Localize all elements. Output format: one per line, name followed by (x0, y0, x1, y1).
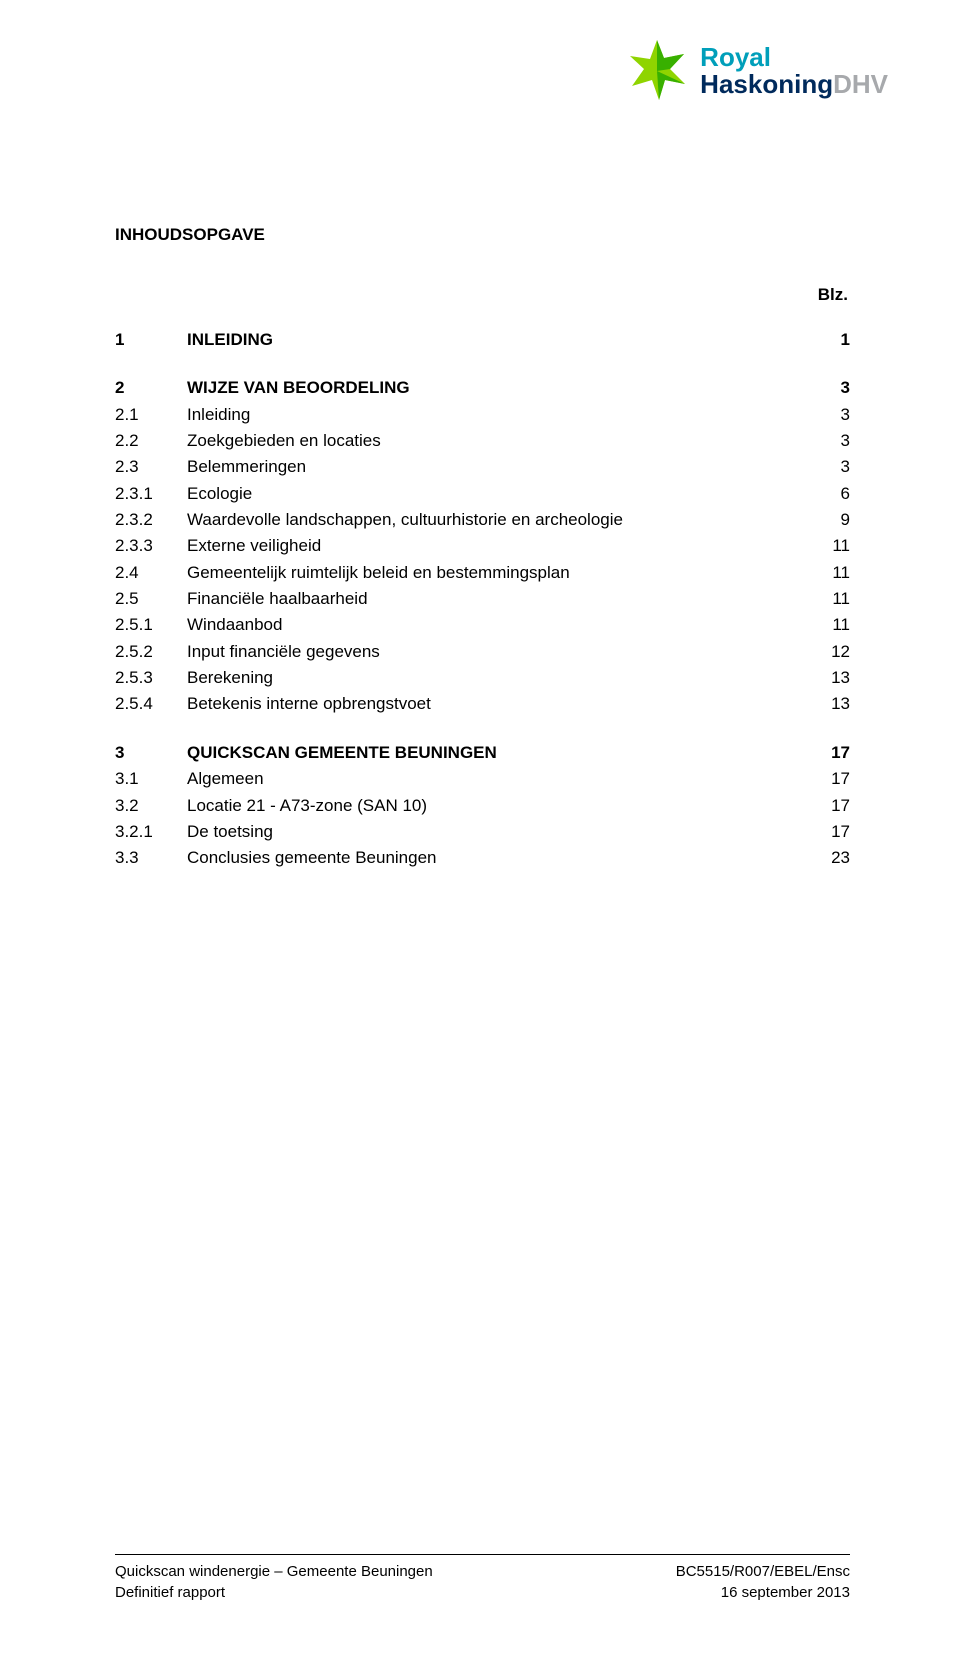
toc-section-page: 3 (810, 375, 850, 401)
toc-section-num: 2 (115, 375, 187, 401)
footer-right: BC5515/R007/EBEL/Ensc 16 september 2013 (676, 1561, 850, 1603)
toc-item-num: 3.2 (115, 793, 187, 819)
toc-item-label: Belemmeringen (187, 454, 810, 480)
toc-item-row: 3.2Locatie 21 - A73-zone (SAN 10)17 (115, 793, 850, 819)
toc-item-row: 2.3.3Externe veiligheid11 (115, 533, 850, 559)
toc-section-page: 17 (810, 740, 850, 766)
toc-item-label: Betekenis interne opbrengstvoet (187, 691, 810, 717)
toc-section-row: 1INLEIDING1 (115, 327, 850, 353)
toc-item-num: 3.3 (115, 845, 187, 871)
footer-left-line2: Definitief rapport (115, 1582, 433, 1603)
toc-item-num: 3.2.1 (115, 819, 187, 845)
toc-section-label: WIJZE VAN BEOORDELING (187, 375, 810, 401)
logo-star-icon (622, 36, 692, 106)
toc-item-num: 2.3 (115, 454, 187, 480)
toc-item-page: 11 (810, 586, 850, 612)
logo-line1: Royal (700, 42, 771, 72)
toc-item-num: 2.2 (115, 428, 187, 454)
toc-item-label: Algemeen (187, 766, 810, 792)
toc-item-label: Financiële haalbaarheid (187, 586, 810, 612)
toc-item-row: 3.1Algemeen17 (115, 766, 850, 792)
logo-text: Royal HaskoningDHV (700, 44, 888, 99)
toc-item-label: Berekening (187, 665, 810, 691)
logo-line2-haskoning: Haskoning (700, 69, 833, 99)
toc-item-num: 2.5.4 (115, 691, 187, 717)
toc-item-label: Externe veiligheid (187, 533, 810, 559)
toc-item-page: 13 (810, 665, 850, 691)
toc-item-row: 2.1Inleiding3 (115, 402, 850, 428)
toc-section-label: QUICKSCAN GEMEENTE BEUNINGEN (187, 740, 810, 766)
document-page: Royal HaskoningDHV INHOUDSOPGAVE Blz. 1I… (0, 0, 960, 1671)
toc-item-page: 12 (810, 639, 850, 665)
toc-item-label: Conclusies gemeente Beuningen (187, 845, 810, 871)
page-column-header: Blz. (115, 285, 850, 305)
toc-item-num: 2.5.1 (115, 612, 187, 638)
toc-section-page: 1 (810, 327, 850, 353)
toc-item-page: 17 (810, 793, 850, 819)
toc-item-page: 11 (810, 533, 850, 559)
toc-item-num: 2.4 (115, 560, 187, 586)
toc-item-page: 11 (810, 560, 850, 586)
toc-item-num: 2.5 (115, 586, 187, 612)
toc-item-label: Input financiële gegevens (187, 639, 810, 665)
toc-item-row: 2.3.1Ecologie6 (115, 481, 850, 507)
toc-item-label: Ecologie (187, 481, 810, 507)
toc-item-row: 2.5Financiële haalbaarheid11 (115, 586, 850, 612)
toc-item-page: 3 (810, 454, 850, 480)
content-area: INHOUDSOPGAVE Blz. 1INLEIDING12WIJZE VAN… (115, 225, 850, 872)
footer-left: Quickscan windenergie – Gemeente Beuning… (115, 1561, 433, 1603)
toc-item-num: 2.5.2 (115, 639, 187, 665)
toc-item-row: 2.4Gemeentelijk ruimtelijk beleid en bes… (115, 560, 850, 586)
toc-section-label: INLEIDING (187, 327, 810, 353)
page-title: INHOUDSOPGAVE (115, 225, 850, 245)
footer-left-line1: Quickscan windenergie – Gemeente Beuning… (115, 1561, 433, 1582)
toc-item-num: 2.3.3 (115, 533, 187, 559)
toc-item-row: 2.5.4Betekenis interne opbrengstvoet13 (115, 691, 850, 717)
toc-section-num: 3 (115, 740, 187, 766)
footer-right-line2: 16 september 2013 (676, 1582, 850, 1603)
toc-item-page: 6 (810, 481, 850, 507)
toc-item-row: 2.3.2Waardevolle landschappen, cultuurhi… (115, 507, 850, 533)
toc-item-page: 3 (810, 402, 850, 428)
toc-item-row: 2.5.1Windaanbod11 (115, 612, 850, 638)
toc-item-row: 2.3Belemmeringen3 (115, 454, 850, 480)
toc-item-row: 2.5.3Berekening13 (115, 665, 850, 691)
toc-item-page: 17 (810, 766, 850, 792)
logo: Royal HaskoningDHV (622, 36, 888, 106)
toc-item-label: Inleiding (187, 402, 810, 428)
footer: Quickscan windenergie – Gemeente Beuning… (115, 1554, 850, 1603)
toc-item-num: 3.1 (115, 766, 187, 792)
toc-section-row: 2WIJZE VAN BEOORDELING3 (115, 375, 850, 401)
toc-item-label: Windaanbod (187, 612, 810, 638)
toc-item-row: 3.2.1De toetsing17 (115, 819, 850, 845)
footer-right-line1: BC5515/R007/EBEL/Ensc (676, 1561, 850, 1582)
toc-item-label: Gemeentelijk ruimtelijk beleid en bestem… (187, 560, 810, 586)
toc-item-label: Zoekgebieden en locaties (187, 428, 810, 454)
toc-item-page: 23 (810, 845, 850, 871)
toc-item-page: 13 (810, 691, 850, 717)
toc-item-num: 2.3.1 (115, 481, 187, 507)
toc-item-page: 9 (810, 507, 850, 533)
logo-line2-dhv: DHV (833, 69, 888, 99)
toc-section-num: 1 (115, 327, 187, 353)
toc-item-num: 2.3.2 (115, 507, 187, 533)
toc-item-page: 3 (810, 428, 850, 454)
toc-item-page: 11 (810, 612, 850, 638)
toc-item-row: 2.2Zoekgebieden en locaties3 (115, 428, 850, 454)
toc-item-row: 3.3Conclusies gemeente Beuningen23 (115, 845, 850, 871)
toc-item-page: 17 (810, 819, 850, 845)
toc-item-label: Waardevolle landschappen, cultuurhistori… (187, 507, 810, 533)
toc-item-num: 2.5.3 (115, 665, 187, 691)
toc-item-num: 2.1 (115, 402, 187, 428)
table-of-contents: 1INLEIDING12WIJZE VAN BEOORDELING32.1Inl… (115, 327, 850, 872)
toc-item-label: Locatie 21 - A73-zone (SAN 10) (187, 793, 810, 819)
toc-section-row: 3QUICKSCAN GEMEENTE BEUNINGEN17 (115, 740, 850, 766)
toc-item-row: 2.5.2Input financiële gegevens12 (115, 639, 850, 665)
toc-item-label: De toetsing (187, 819, 810, 845)
